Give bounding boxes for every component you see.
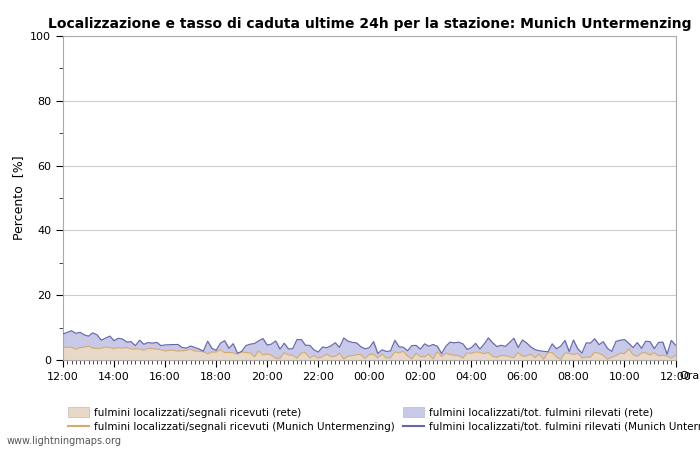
Y-axis label: Percento  [%]: Percento [%] (12, 156, 24, 240)
Text: www.lightningmaps.org: www.lightningmaps.org (7, 436, 122, 446)
Legend: fulmini localizzati/segnali ricevuti (rete), fulmini localizzati/segnali ricevut: fulmini localizzati/segnali ricevuti (re… (68, 407, 700, 432)
Title: Localizzazione e tasso di caduta ultime 24h per la stazione: Munich Untermenzing: Localizzazione e tasso di caduta ultime … (48, 17, 691, 31)
Text: Orario: Orario (679, 371, 700, 381)
